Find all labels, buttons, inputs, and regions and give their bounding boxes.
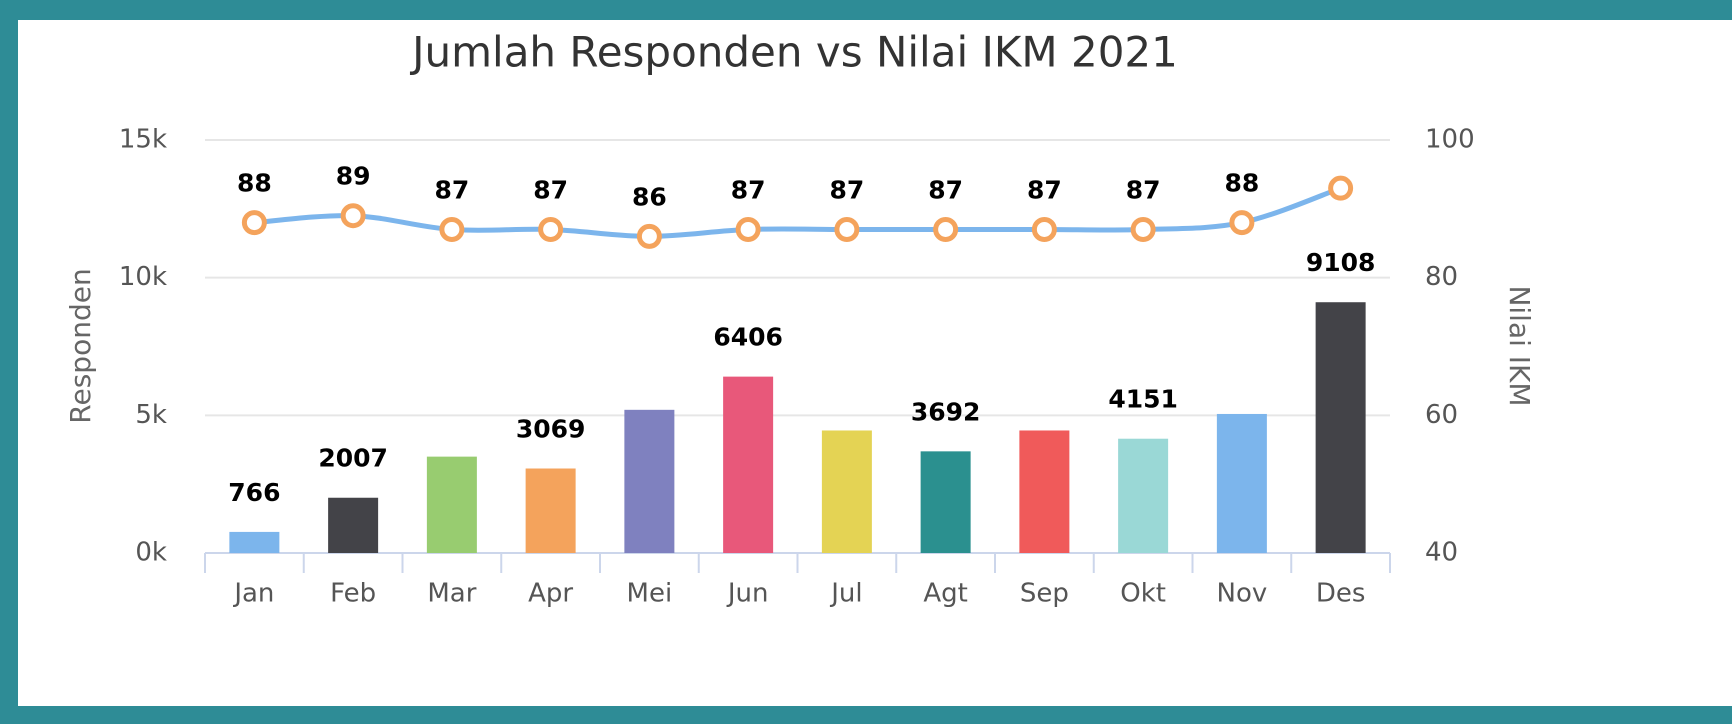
bar — [328, 497, 379, 553]
line-marker — [439, 216, 465, 242]
line-marker — [1031, 216, 1057, 242]
x-tick-label: Mei — [627, 579, 673, 609]
line — [254, 185, 1342, 239]
chart-background — [18, 20, 1732, 706]
line-marker — [933, 216, 959, 242]
x-tick-label: Feb — [330, 579, 376, 609]
x-tick-label: Jun — [726, 579, 769, 609]
bar — [525, 468, 576, 553]
x-tick-label: Des — [1316, 579, 1366, 609]
data-label: 87 — [1126, 175, 1161, 204]
data-label: 88 — [1224, 169, 1259, 198]
x-tick-label: Nov — [1217, 579, 1268, 609]
y-tick-label: 15k — [119, 125, 167, 155]
y2-tick-label: 100 — [1425, 125, 1475, 155]
y-axis-label: Responden — [64, 268, 97, 423]
line-marker — [1229, 210, 1255, 236]
line-marker — [834, 216, 860, 242]
y-tick-label: 10k — [119, 262, 167, 292]
data-label: 89 — [336, 162, 371, 191]
y-tick-label: 5k — [135, 400, 167, 430]
bar — [426, 456, 477, 553]
data-label: 87 — [928, 175, 963, 204]
y2-tick-label: 80 — [1425, 262, 1458, 292]
data-label: 2007 — [318, 444, 388, 473]
data-label: 87 — [1027, 175, 1062, 204]
data-label: 87 — [434, 175, 469, 204]
data-label: 766 — [228, 478, 280, 507]
chart-title: Jumlah Responden vs Nilai IKM 2021 — [409, 28, 1178, 77]
bar — [1216, 413, 1267, 553]
bar — [624, 409, 675, 553]
data-label: 9108 — [1306, 248, 1376, 277]
y2-tick-label: 60 — [1425, 400, 1458, 430]
bar — [1118, 438, 1169, 553]
data-label: 88 — [237, 169, 272, 198]
line-marker — [1130, 216, 1156, 242]
line-marker — [735, 216, 761, 242]
line-marker — [1328, 175, 1354, 201]
bar — [920, 451, 971, 553]
line-marker — [538, 216, 564, 242]
bar — [723, 376, 774, 553]
y2-tick-label: 40 — [1425, 538, 1458, 568]
line-marker — [241, 210, 267, 236]
data-label: 87 — [731, 175, 766, 204]
y2-axis-label: Nilai IKM — [1503, 285, 1536, 406]
x-tick-label: Mar — [427, 579, 476, 609]
bar — [1019, 430, 1070, 553]
bar — [229, 531, 280, 553]
x-tick-label: Okt — [1120, 579, 1166, 609]
data-label: 6406 — [713, 323, 783, 352]
data-label: 3069 — [516, 415, 586, 444]
data-label: 87 — [533, 175, 568, 204]
x-tick-label: Apr — [528, 579, 573, 609]
data-label: 3692 — [911, 397, 981, 426]
x-tick-label: Agt — [923, 579, 967, 609]
y-tick-label: 0k — [135, 538, 167, 568]
line-marker — [340, 203, 366, 229]
line-marker — [636, 223, 662, 249]
data-label: 86 — [632, 182, 667, 211]
bar — [821, 430, 872, 553]
x-tick-label: Jan — [232, 579, 274, 609]
data-label: 87 — [829, 175, 864, 204]
x-tick-label: Jul — [829, 579, 862, 609]
x-tick-label: Sep — [1020, 579, 1069, 609]
data-label: 4151 — [1108, 385, 1178, 414]
bar — [1315, 302, 1366, 553]
